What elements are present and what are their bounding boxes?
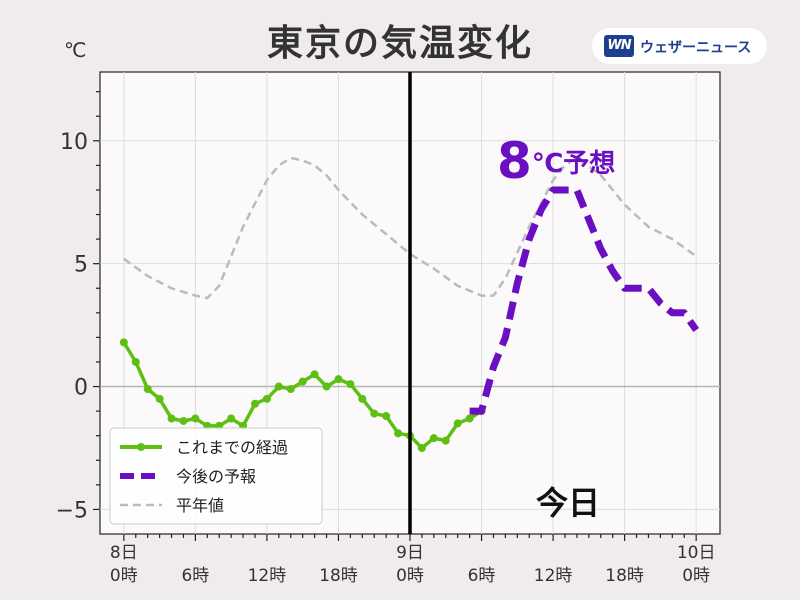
brand-name: ウェザーニュース xyxy=(640,40,752,56)
observed-point xyxy=(382,412,391,421)
legend-observed-marker xyxy=(137,443,145,451)
observed-point xyxy=(143,385,152,394)
x-tick-hour-label: 18時 xyxy=(319,566,358,586)
normal-line xyxy=(123,156,697,300)
forecast-annotation-text: ℃予想 xyxy=(532,149,616,179)
weathernews-logo-icon: WN xyxy=(604,35,634,57)
y-tick-label: −5 xyxy=(56,498,88,523)
y-axis-unit: ℃ xyxy=(64,38,87,62)
legend-normal-label: 平年値 xyxy=(176,496,224,515)
legend-box xyxy=(109,427,323,525)
x-tick-hour-label: 18時 xyxy=(605,566,644,586)
observed-point xyxy=(322,382,331,391)
now-label: 今日 xyxy=(536,484,600,522)
y-tick-label: 5 xyxy=(74,253,88,278)
x-axis: 8日 0時 6時 12時 18時 9日 0時 6時 12時 18時 10日 0時 xyxy=(110,534,716,586)
observed-point xyxy=(179,416,188,425)
observed-point xyxy=(346,380,355,389)
x-tick-hour-label: 0時 xyxy=(110,566,138,586)
observed-point xyxy=(417,443,426,452)
legend-forecast-label: 今後の予報 xyxy=(176,467,256,486)
forecast-line xyxy=(469,186,700,415)
observed-point xyxy=(155,394,164,403)
y-tick-label: 10 xyxy=(60,130,88,155)
observed-point xyxy=(251,399,259,408)
x-tick-date-label: 9日 xyxy=(396,543,424,563)
observed-point xyxy=(262,394,271,403)
x-tick-hour-label: 6時 xyxy=(468,566,496,586)
forecast-series xyxy=(469,186,700,415)
observed-point xyxy=(453,419,462,428)
observed-point xyxy=(191,414,200,423)
x-tick-hour-label: 6時 xyxy=(181,566,209,586)
observed-point xyxy=(227,414,236,423)
observed-point xyxy=(131,357,140,366)
forecast-annotation: 8℃予想 xyxy=(497,132,615,190)
observed-point xyxy=(441,436,450,445)
y-tick-label: 0 xyxy=(74,376,88,401)
observed-point xyxy=(298,377,307,386)
y-axis: 10 5 0 −5 xyxy=(56,91,100,523)
x-tick-hour-label: 0時 xyxy=(396,566,424,586)
normal-series xyxy=(123,156,697,300)
x-tick-hour-label: 0時 xyxy=(682,566,710,586)
forecast-annotation-value: 8 xyxy=(497,132,532,190)
observed-point xyxy=(394,429,403,438)
observed-point xyxy=(334,375,343,384)
legend: これまでの経過 今後の予報 平年値 xyxy=(109,427,323,525)
chart-title: 東京の気温変化 xyxy=(266,23,533,64)
x-tick-date-label: 10日 xyxy=(677,543,716,563)
observed-point xyxy=(370,409,379,418)
observed-point xyxy=(358,394,367,403)
observed-point xyxy=(310,370,319,379)
x-tick-hour-label: 12時 xyxy=(534,566,573,586)
observed-point xyxy=(119,338,128,347)
legend-observed-label: これまでの経過 xyxy=(176,438,288,457)
observed-point xyxy=(465,414,474,423)
observed-point xyxy=(167,414,176,423)
brand-badge: WN ウェザーニュース xyxy=(592,28,767,64)
x-tick-hour-label: 12時 xyxy=(248,566,287,586)
x-tick-date-label: 8日 xyxy=(110,543,138,563)
observed-point xyxy=(274,382,283,391)
observed-point xyxy=(429,434,438,443)
observed-point xyxy=(286,385,295,394)
